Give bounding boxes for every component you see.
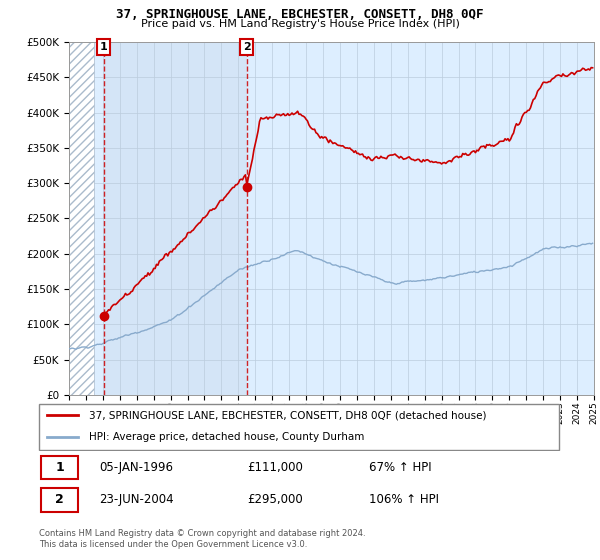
Text: 37, SPRINGHOUSE LANE, EBCHESTER, CONSETT, DH8 0QF: 37, SPRINGHOUSE LANE, EBCHESTER, CONSETT…: [116, 8, 484, 21]
FancyBboxPatch shape: [41, 456, 78, 479]
Text: 05-JAN-1996: 05-JAN-1996: [100, 461, 173, 474]
FancyBboxPatch shape: [41, 488, 78, 512]
Text: £295,000: £295,000: [247, 493, 303, 506]
Text: 23-JUN-2004: 23-JUN-2004: [100, 493, 174, 506]
Bar: [69, 42, 94, 395]
Bar: [104, 42, 247, 395]
Text: This data is licensed under the Open Government Licence v3.0.: This data is licensed under the Open Gov…: [39, 540, 307, 549]
Text: 1: 1: [55, 461, 64, 474]
Text: 106% ↑ HPI: 106% ↑ HPI: [368, 493, 439, 506]
Text: 67% ↑ HPI: 67% ↑ HPI: [368, 461, 431, 474]
Text: 1: 1: [100, 42, 107, 52]
FancyBboxPatch shape: [38, 404, 559, 450]
Text: 2: 2: [55, 493, 64, 506]
Text: Contains HM Land Registry data © Crown copyright and database right 2024.: Contains HM Land Registry data © Crown c…: [39, 529, 365, 538]
Text: 2: 2: [243, 42, 251, 52]
Text: 37, SPRINGHOUSE LANE, EBCHESTER, CONSETT, DH8 0QF (detached house): 37, SPRINGHOUSE LANE, EBCHESTER, CONSETT…: [89, 410, 487, 420]
Text: Price paid vs. HM Land Registry's House Price Index (HPI): Price paid vs. HM Land Registry's House …: [140, 19, 460, 29]
Text: HPI: Average price, detached house, County Durham: HPI: Average price, detached house, Coun…: [89, 432, 364, 442]
Text: £111,000: £111,000: [247, 461, 303, 474]
